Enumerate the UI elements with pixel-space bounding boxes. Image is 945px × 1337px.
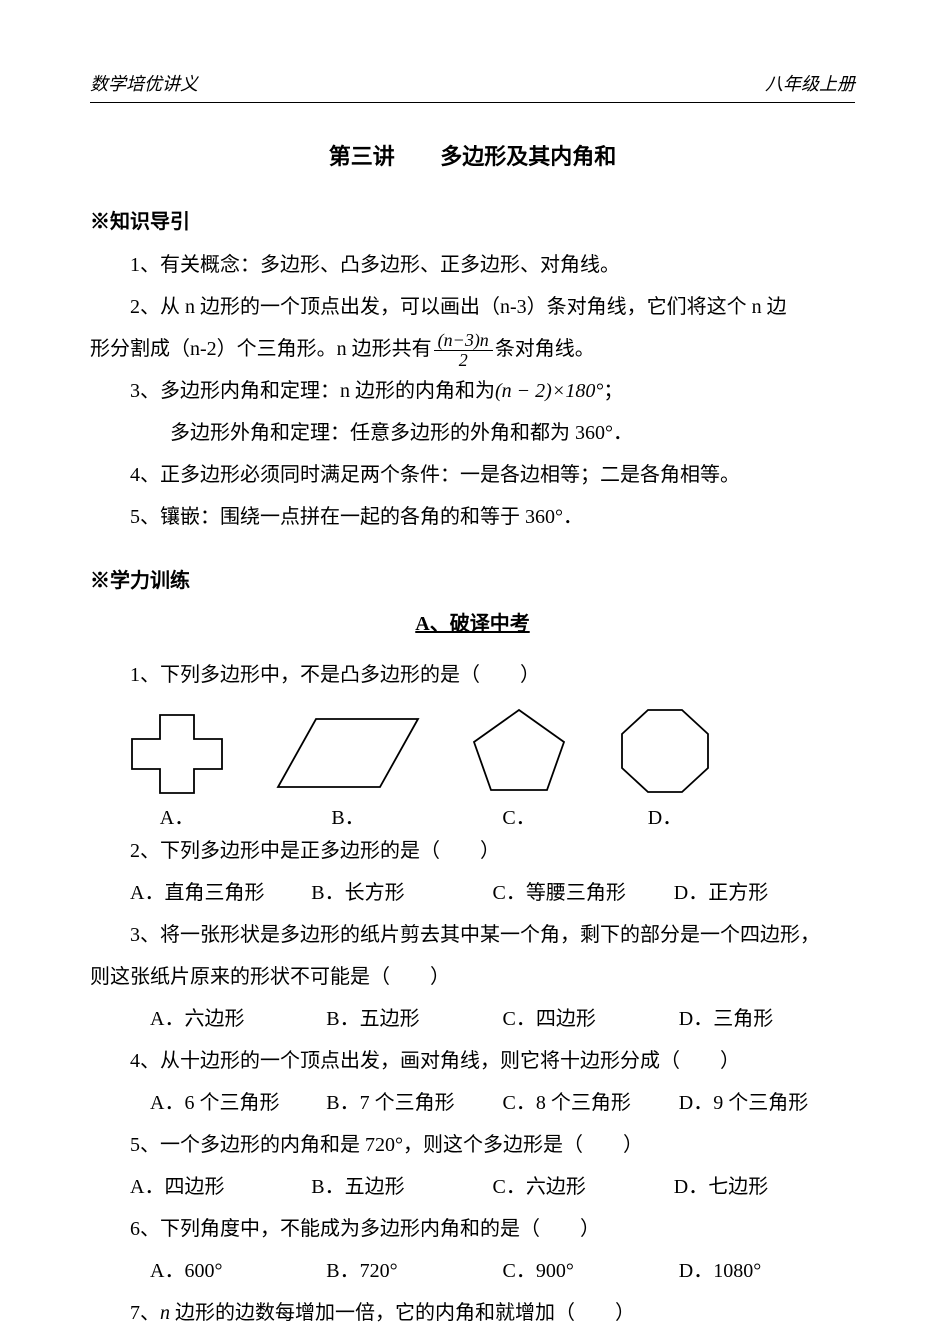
q6-opt-c: C．900° bbox=[503, 1250, 679, 1292]
header-right: 八年级上册 bbox=[765, 70, 855, 96]
knowledge-3a: 3、多边形内角和定理：n 边形的内角和为(n − 2)×180°； bbox=[90, 370, 855, 412]
q5-opt-b: B．五边形 bbox=[311, 1166, 492, 1208]
question-1: 1、下列多边形中，不是凸多边形的是（ ） bbox=[90, 654, 855, 696]
knowledge-3b: 多边形外角和定理：任意多边形的外角和都为 360°． bbox=[90, 412, 855, 454]
q7-post: 边形的边数每增加一倍，它的内角和就增加（ ） bbox=[170, 1302, 635, 1324]
q5-opt-d: D．七边形 bbox=[674, 1166, 855, 1208]
header-left: 数学培优讲义 bbox=[90, 70, 198, 96]
shape-d-label: D． bbox=[648, 801, 682, 830]
question-2-options: A．直角三角形 B．长方形 C．等腰三角形 D．正方形 bbox=[130, 872, 855, 914]
page-header: 数学培优讲义 八年级上册 bbox=[90, 70, 855, 103]
q6-opt-a: A．600° bbox=[150, 1250, 326, 1292]
shape-a-label: A． bbox=[160, 801, 194, 830]
question-2: 2、下列多边形中是正多边形的是（ ） bbox=[90, 830, 855, 872]
shape-c-block: C． bbox=[464, 702, 574, 830]
q3-opt-d: D．三角形 bbox=[679, 998, 855, 1040]
shape-a-block: A． bbox=[122, 707, 232, 830]
cross-polygon bbox=[132, 715, 222, 793]
shape-b-parallelogram bbox=[268, 707, 428, 797]
q5-opt-c: C．六边形 bbox=[493, 1166, 674, 1208]
q2-opt-b: B．长方形 bbox=[311, 872, 492, 914]
lecture-number: 第三讲 bbox=[329, 144, 395, 169]
shape-b-label: B． bbox=[331, 801, 364, 830]
pentagon-polygon bbox=[474, 710, 564, 790]
q4-opt-b: B．7 个三角形 bbox=[326, 1082, 502, 1124]
q7-pre: 7、 bbox=[130, 1302, 160, 1324]
q4-opt-a: A．6 个三角形 bbox=[150, 1082, 326, 1124]
shape-c-pentagon bbox=[464, 702, 574, 797]
parallelogram-polygon bbox=[278, 719, 418, 787]
knowledge-5: 5、镶嵌：围绕一点拼在一起的各角的和等于 360°． bbox=[90, 496, 855, 538]
question-3b: 则这张纸片原来的形状不可能是（ ） bbox=[90, 956, 855, 998]
knowledge-4: 4、正多边形必须同时满足两个条件：一是各边相等；二是各角相等。 bbox=[90, 454, 855, 496]
q5-opt-a: A．四边形 bbox=[130, 1166, 311, 1208]
q4-opt-c: C．8 个三角形 bbox=[503, 1082, 679, 1124]
q4-opt-d: D．9 个三角形 bbox=[679, 1082, 855, 1124]
question-3-options: A．六边形 B．五边形 C．四边形 D．三角形 bbox=[150, 998, 855, 1040]
knowledge-2a: 2、从 n 边形的一个顶点出发，可以画出（n-3）条对角线，它们将这个 n 边 bbox=[90, 286, 855, 328]
page-title: 第三讲 多边形及其内角和 bbox=[90, 139, 855, 171]
math-expression: (n − 2)×180° bbox=[495, 380, 603, 402]
knowledge-3a-pre: 3、多边形内角和定理：n 边形的内角和为 bbox=[130, 380, 495, 402]
sub-section-heading: A、破译中考 bbox=[90, 607, 855, 636]
shape-d-octagon bbox=[610, 702, 720, 797]
question-3a: 3、将一张形状是多边形的纸片剪去其中某一个角，剩下的部分是一个四边形， bbox=[90, 914, 855, 956]
knowledge-2b-post: 条对角线。 bbox=[495, 338, 595, 360]
question-5: 5、一个多边形的内角和是 720°，则这个多边形是（ ） bbox=[90, 1124, 855, 1166]
knowledge-2b-pre: 形分割成（n-2）个三角形。n 边形共有 bbox=[90, 338, 432, 360]
question-4-options: A．6 个三角形 B．7 个三角形 C．8 个三角形 D．9 个三角形 bbox=[150, 1082, 855, 1124]
question-4: 4、从十边形的一个顶点出发，画对角线，则它将十边形分成（ ） bbox=[90, 1040, 855, 1082]
question-5-options: A．四边形 B．五边形 C．六边形 D．七边形 bbox=[130, 1166, 855, 1208]
shape-d-block: D． bbox=[610, 702, 720, 830]
q2-opt-d: D．正方形 bbox=[674, 872, 855, 914]
shape-a-cross bbox=[122, 707, 232, 797]
section-knowledge-heading: ※知识导引 bbox=[90, 205, 855, 234]
fraction-denominator: 2 bbox=[434, 351, 493, 370]
knowledge-3a-post: ； bbox=[603, 380, 623, 402]
question-6-options: A．600° B．720° C．900° D．1080° bbox=[150, 1250, 855, 1292]
shapes-row: A． B． C． D． bbox=[122, 702, 855, 830]
q6-opt-d: D．1080° bbox=[679, 1250, 855, 1292]
q3-opt-c: C．四边形 bbox=[503, 998, 679, 1040]
q7-n: n bbox=[160, 1302, 170, 1324]
page: 数学培优讲义 八年级上册 第三讲 多边形及其内角和 ※知识导引 1、有关概念：多… bbox=[0, 0, 945, 1337]
question-6: 6、下列角度中，不能成为多边形内角和的是（ ） bbox=[90, 1208, 855, 1250]
shape-c-label: C． bbox=[502, 801, 535, 830]
knowledge-1: 1、有关概念：多边形、凸多边形、正多边形、对角线。 bbox=[90, 244, 855, 286]
q2-opt-a: A．直角三角形 bbox=[130, 872, 311, 914]
q2-opt-c: C．等腰三角形 bbox=[493, 872, 674, 914]
q6-opt-b: B．720° bbox=[326, 1250, 502, 1292]
fraction-numerator: (n−3)n bbox=[434, 331, 493, 351]
question-7: 7、n 边形的边数每增加一倍，它的内角和就增加（ ） bbox=[90, 1292, 855, 1334]
fraction: (n−3)n2 bbox=[434, 331, 493, 370]
octagon-polygon bbox=[622, 710, 708, 792]
shape-b-block: B． bbox=[268, 707, 428, 830]
q3-opt-b: B．五边形 bbox=[326, 998, 502, 1040]
q3-opt-a: A．六边形 bbox=[150, 998, 326, 1040]
knowledge-2b: 形分割成（n-2）个三角形。n 边形共有(n−3)n2条对角线。 bbox=[90, 328, 855, 370]
lecture-topic: 多边形及其内角和 bbox=[440, 144, 616, 169]
section-practice-heading: ※学力训练 bbox=[90, 564, 855, 593]
